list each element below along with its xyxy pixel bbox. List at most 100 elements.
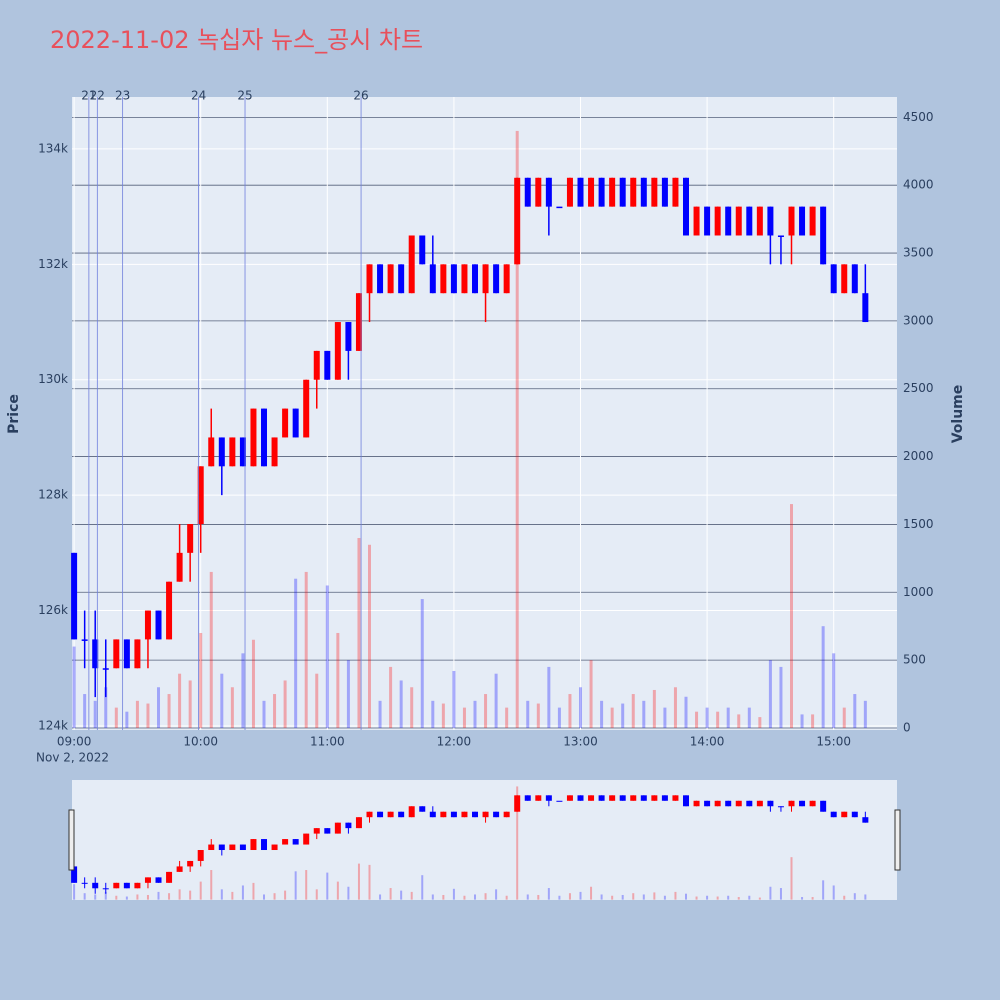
range-slider[interactable]	[72, 780, 897, 900]
mini-candle-body	[777, 806, 784, 808]
mini-volume-bar	[347, 886, 350, 900]
mini-candle-body	[81, 882, 88, 884]
mini-volume-bar	[83, 893, 86, 900]
mini-candle-body	[588, 795, 595, 801]
x-tick-label: 11:00	[310, 735, 345, 749]
volume-bar	[832, 653, 836, 728]
volume-bar	[230, 687, 234, 728]
y2-tick-label: 500	[903, 653, 926, 667]
volume-bar	[325, 585, 329, 728]
volume-bar	[863, 700, 867, 728]
volume-bar	[315, 673, 319, 728]
candle-body	[482, 264, 489, 294]
mini-volume-bar	[294, 871, 297, 900]
y2-tick-label: 3500	[903, 246, 934, 260]
volume-bar	[431, 700, 435, 728]
news-label: 22	[90, 89, 105, 103]
volume-bar	[167, 694, 171, 728]
volume-bar	[484, 694, 488, 728]
mini-candle-body	[503, 811, 510, 818]
volume-bar	[821, 626, 825, 728]
candle-body	[377, 264, 384, 294]
candle-body	[788, 206, 795, 236]
mini-volume-bar	[168, 893, 171, 900]
mini-volume-bar	[178, 889, 181, 900]
mini-candle-body	[598, 795, 605, 801]
volume-bar	[779, 666, 783, 728]
mini-volume-bar	[431, 894, 434, 900]
candle-body	[640, 177, 647, 207]
y2-tick-label: 3000	[903, 313, 934, 327]
mini-candle-body	[197, 850, 204, 861]
volume-bar	[589, 660, 593, 728]
candle-body	[155, 610, 162, 640]
mini-candle-body	[250, 839, 257, 851]
mini-candle-body	[450, 811, 457, 818]
candle-body	[134, 639, 141, 669]
mini-volume-bar	[790, 857, 793, 900]
volume-bar	[547, 666, 551, 728]
mini-candle-body	[545, 795, 552, 801]
mini-volume-bar	[600, 894, 603, 900]
candle-body	[282, 408, 289, 438]
mini-candle-body	[556, 800, 563, 802]
mini-volume-bar	[400, 890, 403, 900]
mini-candle-body	[355, 817, 362, 829]
mini-volume-bar	[357, 863, 360, 900]
candle-body	[862, 293, 869, 323]
volume-bar	[631, 694, 635, 728]
volume-bar	[346, 660, 350, 728]
mini-volume-bar	[843, 895, 846, 900]
volume-bar	[83, 694, 87, 728]
volume-bar	[473, 700, 477, 728]
candle-body	[229, 437, 236, 467]
candle-body	[419, 235, 426, 265]
range-handle-right[interactable]	[894, 809, 901, 871]
mini-volume-bar	[568, 893, 571, 900]
mini-volume-bar	[748, 895, 751, 900]
mini-volume-bar	[685, 893, 688, 900]
mini-volume-bar	[284, 890, 287, 900]
mini-candle-body	[187, 860, 194, 867]
candle-body	[313, 350, 320, 380]
volume-bar	[494, 673, 498, 728]
candle-body	[355, 293, 362, 351]
candle-body	[239, 437, 246, 467]
y2-tick-label: 2500	[903, 381, 934, 395]
mini-volume-bar	[811, 897, 814, 900]
mini-volume-bar	[146, 894, 149, 900]
candle-body	[735, 206, 742, 236]
candle-body	[271, 437, 278, 467]
candle-body	[566, 177, 573, 207]
volume-bar	[768, 660, 772, 728]
volume-bar	[262, 700, 266, 728]
mini-volume-bar	[801, 897, 804, 900]
mini-candle-body	[714, 800, 721, 807]
mini-candle-body	[408, 806, 415, 818]
volume-bar	[389, 666, 393, 728]
mini-candle-body	[282, 839, 289, 845]
mini-volume-bar	[537, 894, 540, 900]
mini-candle-body	[514, 795, 521, 812]
mini-candle-body	[366, 811, 373, 818]
candle-body	[71, 552, 78, 640]
candle-body	[503, 264, 510, 294]
mini-volume-bar	[326, 872, 329, 900]
mini-candle-body	[102, 888, 109, 890]
candle-body	[123, 639, 130, 669]
candle-body	[598, 177, 605, 207]
volume-bar	[241, 653, 245, 728]
mini-candle-body	[566, 795, 573, 801]
mini-volume-bar	[210, 870, 213, 900]
mini-candle-body	[176, 866, 183, 872]
mini-candle-body	[461, 811, 468, 818]
volume-bar	[273, 694, 277, 728]
mini-volume-bar	[621, 894, 624, 900]
mini-volume-bar	[125, 896, 128, 900]
range-handle-left[interactable]	[68, 809, 75, 871]
mini-candle-body	[756, 800, 763, 807]
volume-bar	[104, 687, 108, 728]
mini-candle-body	[862, 817, 869, 823]
